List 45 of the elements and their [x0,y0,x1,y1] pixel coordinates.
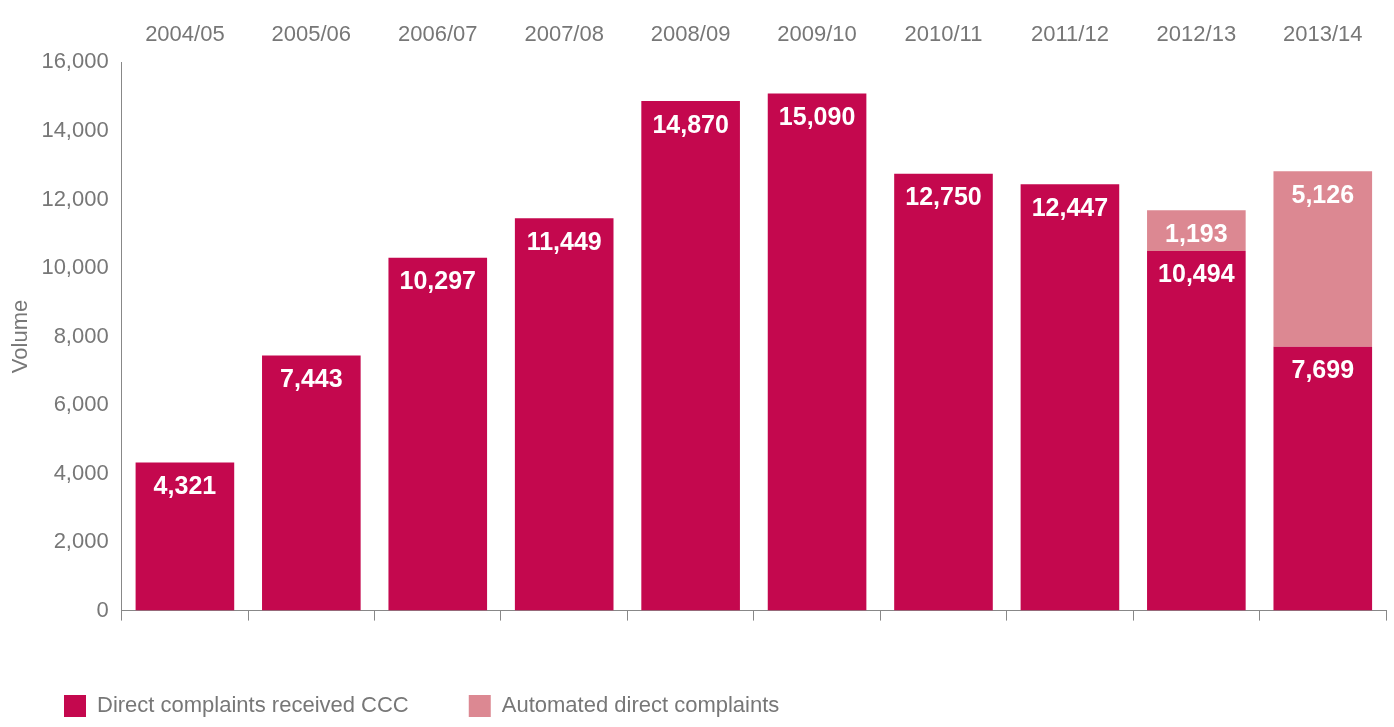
data-label: 1,193 [1165,218,1228,247]
legend-label: Automated direct complaints [501,692,780,718]
bar [894,173,993,611]
data-label: 10,297 [399,266,476,295]
y-tick-label: 14,000 [41,116,109,142]
x-tick-label: 2008/09 [650,21,731,47]
x-tick-label: 2005/06 [271,21,352,47]
y-tick-label: 8,000 [53,322,109,348]
bar [135,462,235,611]
data-label: 7,699 [1291,355,1355,384]
data-label: 11,449 [526,226,602,255]
bar [388,257,488,611]
bar [1147,251,1246,611]
bar [514,218,614,611]
data-label: 7,443 [280,363,343,392]
x-tick-label: 2004/05 [145,21,225,47]
x-tick-label: 2013/14 [1283,21,1363,47]
bar [262,355,361,611]
data-label: 15,090 [778,101,856,130]
y-tick-label: 16,000 [41,48,109,74]
x-tick-label: 2010/11 [904,21,983,47]
y-tick-label: 12,000 [41,185,109,211]
x-tick-label: 2012/13 [1156,21,1237,47]
x-tick-label: 2011/12 [1030,21,1109,47]
x-tick-label: 2006/07 [398,21,478,47]
y-tick-label: 2,000 [53,528,109,554]
y-tick-label: 10,000 [41,254,109,280]
y-tick-label: 4,000 [53,459,109,485]
legend-label: Direct complaints received CCC [97,692,409,718]
data-label: 4,321 [153,470,217,499]
bar [1020,184,1120,611]
data-label: 12,750 [905,182,982,211]
x-tick-label: 2007/08 [524,21,604,47]
data-label: 5,126 [1291,179,1355,208]
bar [641,101,740,611]
bar [767,93,867,611]
data-label: 12,447 [1031,192,1109,221]
y-axis-title: Volume [7,299,33,374]
y-tick-label: 0 [96,596,109,622]
data-label: 14,870 [652,109,729,138]
x-tick-label: 2009/10 [777,21,857,47]
bar [1273,171,1373,347]
y-tick-label: 6,000 [53,391,109,417]
bar [1273,346,1373,611]
data-label: 10,494 [1158,259,1235,288]
